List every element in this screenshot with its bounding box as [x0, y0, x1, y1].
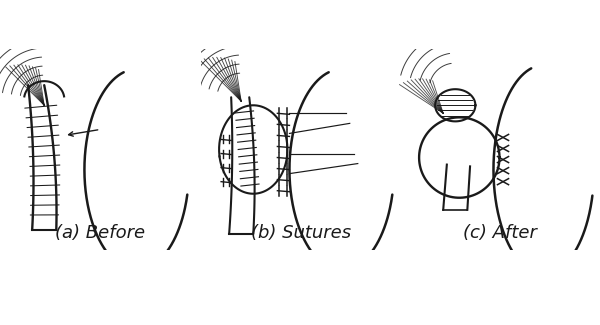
Text: (a) Before: (a) Before — [55, 224, 146, 242]
Text: (c) After: (c) After — [463, 224, 536, 242]
Text: (b) Sutures: (b) Sutures — [251, 224, 352, 242]
